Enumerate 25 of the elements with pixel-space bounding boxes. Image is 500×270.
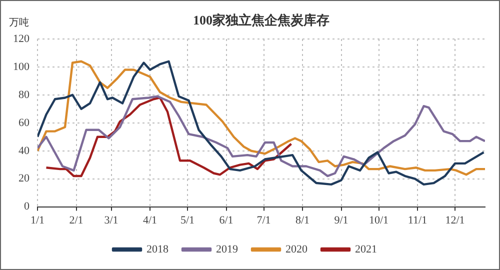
y-tick-label: 0 xyxy=(24,200,30,213)
legend-label: 2020 xyxy=(286,243,308,256)
x-tick-label: 4/1 xyxy=(142,214,158,226)
y-tick-label: 40 xyxy=(18,144,30,157)
y-tick-label: 20 xyxy=(18,172,30,185)
y-tick-label: 100 xyxy=(13,60,30,73)
x-tick-label: 2/1 xyxy=(69,214,84,226)
x-tick-label: 12/1 xyxy=(445,214,465,226)
chart-title: 100家独立焦企焦炭库存 xyxy=(193,12,330,28)
y-axis-title: 万吨 xyxy=(9,16,29,29)
x-tick-label: 9/1 xyxy=(334,214,348,226)
legend-label: 2021 xyxy=(355,243,377,256)
x-tick-label: 1/1 xyxy=(30,214,45,226)
x-tick-label: 8/1 xyxy=(295,214,310,226)
x-tick-label: 10/1 xyxy=(368,214,389,226)
legend-label: 2018 xyxy=(146,243,169,256)
x-tick-label: 11/1 xyxy=(408,214,428,226)
x-tick-label: 3/1 xyxy=(104,214,118,226)
y-tick-label: 120 xyxy=(13,32,30,45)
x-tick-label: 5/1 xyxy=(180,214,195,226)
y-tick-label: 60 xyxy=(18,116,30,129)
y-tick-label: 80 xyxy=(18,88,30,101)
x-tick-label: 7/1 xyxy=(256,214,271,226)
x-tick-label: 6/1 xyxy=(219,214,234,226)
legend-label: 2019 xyxy=(216,243,238,256)
